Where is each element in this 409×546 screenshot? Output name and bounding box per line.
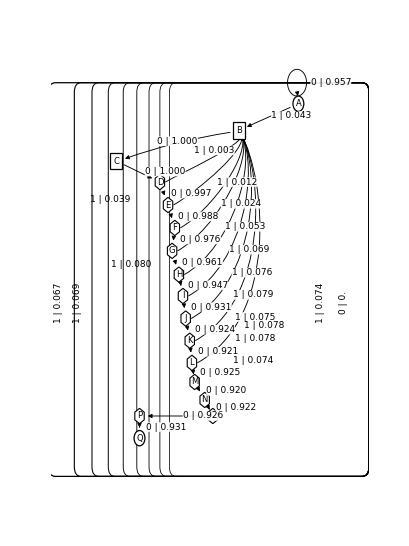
Text: 1 | 0.079: 1 | 0.079: [233, 290, 273, 299]
Text: 0 | 1.000: 0 | 1.000: [145, 167, 185, 176]
Text: 0 | 0.920: 0 | 0.920: [206, 387, 246, 395]
Text: F: F: [172, 223, 177, 233]
FancyArrowPatch shape: [172, 236, 175, 240]
Text: 1 | 0.043: 1 | 0.043: [271, 111, 311, 121]
FancyArrowPatch shape: [191, 370, 194, 373]
Text: 1 | 0.003: 1 | 0.003: [193, 146, 234, 155]
Text: 0 | 0.925: 0 | 0.925: [200, 368, 240, 377]
FancyArrowPatch shape: [169, 213, 172, 217]
Polygon shape: [174, 267, 183, 282]
Circle shape: [134, 430, 145, 446]
Text: 0 | 0.924: 0 | 0.924: [194, 325, 234, 334]
Polygon shape: [184, 333, 194, 348]
FancyArrowPatch shape: [185, 326, 188, 330]
Text: 0 | 0.926: 0 | 0.926: [182, 412, 222, 420]
FancyArrowPatch shape: [295, 92, 298, 96]
Polygon shape: [135, 408, 144, 424]
Polygon shape: [170, 220, 179, 236]
Text: L: L: [189, 358, 194, 367]
Text: 1 | 0.074: 1 | 0.074: [315, 282, 324, 323]
Text: 1 | 0.069: 1 | 0.069: [72, 282, 81, 323]
FancyArrowPatch shape: [124, 165, 151, 178]
Text: C: C: [113, 157, 119, 165]
FancyArrowPatch shape: [126, 132, 229, 159]
Text: Q: Q: [136, 434, 142, 443]
Polygon shape: [163, 197, 172, 212]
Text: 1 | 0.012: 1 | 0.012: [216, 177, 256, 187]
Text: 0 | 0.976: 0 | 0.976: [180, 235, 220, 244]
Polygon shape: [167, 244, 176, 259]
FancyArrowPatch shape: [178, 281, 182, 285]
Text: J: J: [184, 314, 187, 323]
Text: 0 | 0.: 0 | 0.: [338, 291, 347, 314]
Text: 0 | 1.000: 0 | 1.000: [157, 136, 197, 146]
Bar: [232, 122, 244, 139]
FancyArrowPatch shape: [173, 260, 176, 264]
FancyArrowPatch shape: [196, 387, 199, 391]
Text: 0 | 0.947: 0 | 0.947: [187, 281, 227, 290]
Polygon shape: [189, 375, 199, 390]
Text: B: B: [235, 126, 241, 135]
Text: 0 | 0.961: 0 | 0.961: [182, 258, 222, 267]
Text: O: O: [209, 412, 216, 420]
FancyArrowPatch shape: [247, 108, 290, 127]
Bar: [110, 153, 122, 169]
Text: 0 | 0.931: 0 | 0.931: [146, 423, 186, 431]
Text: 1 | 0.053: 1 | 0.053: [225, 222, 265, 232]
FancyArrowPatch shape: [206, 405, 209, 409]
FancyArrowPatch shape: [161, 191, 164, 194]
Text: 1 | 0.067: 1 | 0.067: [54, 282, 63, 323]
Text: 1 | 0.074: 1 | 0.074: [232, 356, 272, 365]
FancyArrowPatch shape: [148, 414, 204, 418]
Text: 0 | 0.957: 0 | 0.957: [310, 78, 350, 87]
Text: 1 | 0.076: 1 | 0.076: [231, 268, 272, 277]
Text: 0 | 0.997: 0 | 0.997: [170, 189, 211, 198]
Text: N: N: [201, 395, 207, 405]
Text: G: G: [169, 246, 175, 256]
Text: 1 | 0.069: 1 | 0.069: [229, 245, 269, 254]
Text: 1 | 0.080: 1 | 0.080: [111, 260, 151, 269]
Polygon shape: [178, 288, 187, 304]
FancyArrowPatch shape: [137, 423, 141, 427]
Text: 0 | 0.988: 0 | 0.988: [178, 212, 218, 221]
Text: 0 | 0.931: 0 | 0.931: [191, 303, 231, 312]
Text: E: E: [165, 200, 170, 210]
Text: 0 | 0.921: 0 | 0.921: [197, 347, 237, 357]
Text: 1 | 0.075: 1 | 0.075: [234, 312, 274, 322]
Text: A: A: [295, 99, 301, 108]
Text: 1 | 0.024: 1 | 0.024: [220, 199, 261, 209]
Polygon shape: [187, 355, 196, 371]
Text: I: I: [181, 292, 184, 300]
Polygon shape: [155, 175, 164, 190]
FancyArrowPatch shape: [182, 304, 185, 307]
Polygon shape: [200, 392, 209, 407]
Circle shape: [292, 96, 303, 111]
Polygon shape: [180, 311, 190, 326]
Polygon shape: [208, 408, 217, 424]
Text: K: K: [187, 336, 192, 345]
Text: 0 | 0.922: 0 | 0.922: [215, 403, 255, 412]
Text: H: H: [175, 270, 182, 279]
FancyArrowPatch shape: [189, 348, 192, 352]
Text: M: M: [191, 377, 198, 387]
Text: P: P: [137, 412, 142, 420]
Text: 1 | 0.078: 1 | 0.078: [243, 321, 284, 330]
Text: 1 | 0.039: 1 | 0.039: [90, 195, 130, 204]
Text: 1 | 0.078: 1 | 0.078: [234, 334, 274, 343]
Text: D: D: [156, 177, 163, 187]
